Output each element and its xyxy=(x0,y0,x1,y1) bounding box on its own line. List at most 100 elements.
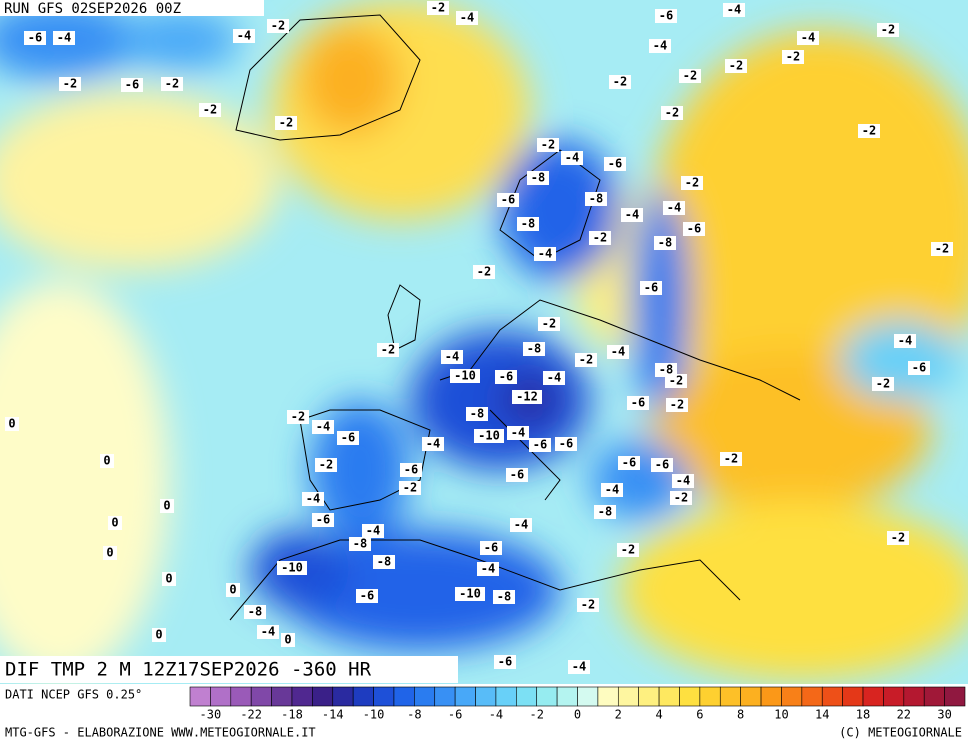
contour-label: -6 xyxy=(484,541,498,555)
scale-label: -8 xyxy=(407,708,421,722)
contour-label: -6 xyxy=(498,655,512,669)
contour-label: -2 xyxy=(165,77,179,91)
label-box xyxy=(534,247,556,261)
label-box xyxy=(568,660,590,674)
label-box xyxy=(422,437,444,451)
label-box xyxy=(121,78,143,92)
contour-label: -4 xyxy=(514,518,528,532)
contour-label: -4 xyxy=(727,3,741,17)
scale-swatch xyxy=(291,686,313,707)
label-box xyxy=(887,531,909,545)
scale-swatch xyxy=(271,686,293,707)
contour-label: -8 xyxy=(497,590,511,604)
label-box xyxy=(312,513,334,527)
contour-label: -2 xyxy=(271,19,285,33)
scale-swatch xyxy=(862,686,884,707)
label-box xyxy=(441,350,463,364)
contour-label: -8 xyxy=(531,171,545,185)
scale-swatch xyxy=(821,686,843,707)
label-box xyxy=(400,463,422,477)
contour-label: -4 xyxy=(261,625,275,639)
contour-label: -8 xyxy=(248,605,262,619)
scale-swatch xyxy=(536,686,558,707)
contour-label: -2 xyxy=(729,59,743,73)
label-box xyxy=(226,583,240,597)
contour-label: -4 xyxy=(625,208,639,222)
label-box xyxy=(480,541,502,555)
contour-label: 0 xyxy=(106,546,113,560)
contour-label: -8 xyxy=(521,217,535,231)
scale-swatch xyxy=(189,686,211,707)
label-box xyxy=(797,31,819,45)
scale-swatch xyxy=(414,686,436,707)
label-box xyxy=(877,23,899,37)
label-box xyxy=(103,546,117,560)
label-box xyxy=(604,157,626,171)
label-box xyxy=(377,343,399,357)
contour-label: -2 xyxy=(665,106,679,120)
contour-label: -2 xyxy=(669,374,683,388)
contour-label: -6 xyxy=(687,222,701,236)
scale-swatch xyxy=(617,686,639,707)
scale-label: 2 xyxy=(615,708,622,722)
contour-label: -8 xyxy=(377,555,391,569)
footer-right: (C) METEOGIORNALE xyxy=(839,726,962,740)
label-box xyxy=(601,483,623,497)
label-box xyxy=(59,77,81,91)
contour-label: -8 xyxy=(470,407,484,421)
contour-label: -2 xyxy=(935,242,949,256)
scale-label: 22 xyxy=(897,708,911,722)
map-field xyxy=(0,0,968,684)
label-box xyxy=(555,437,577,451)
contour-label: -8 xyxy=(353,537,367,551)
contour-label: -2 xyxy=(542,317,556,331)
label-box xyxy=(495,370,517,384)
contour-label: -4 xyxy=(511,426,525,440)
contour-label: -2 xyxy=(541,138,555,152)
color-scale: -30 -22 -18 -14 -10 -8 -6 -4 -2 0 2 4 6 8 10 14 18 22 30 xyxy=(189,686,966,722)
label-box xyxy=(651,458,673,472)
contour-label: 0 xyxy=(111,516,118,530)
label-box xyxy=(244,605,266,619)
scale-swatch xyxy=(577,686,599,707)
scale-label: 10 xyxy=(774,708,788,722)
label-box xyxy=(661,106,683,120)
label-box xyxy=(529,438,551,452)
scale-swatch xyxy=(393,686,415,707)
label-box xyxy=(349,537,371,551)
contour-label: -2 xyxy=(63,77,77,91)
label-box xyxy=(455,587,485,601)
label-box xyxy=(474,429,504,443)
run-box xyxy=(0,0,264,16)
contour-label: -2 xyxy=(291,410,305,424)
contour-label: -2 xyxy=(876,377,890,391)
label-box xyxy=(450,369,480,383)
label-box xyxy=(577,598,599,612)
contour-label: -2 xyxy=(670,398,684,412)
contour-label: -2 xyxy=(683,69,697,83)
contour-label: -6 xyxy=(360,589,374,603)
scale-swatch xyxy=(801,686,823,707)
label-box xyxy=(679,69,701,83)
contour-label: -4 xyxy=(653,39,667,53)
scale-label: 4 xyxy=(655,708,662,722)
label-box xyxy=(589,231,611,245)
label-box xyxy=(672,474,694,488)
contour-label: -4 xyxy=(547,371,561,385)
contour-label: -2 xyxy=(279,116,293,130)
scale-label: 0 xyxy=(574,708,581,722)
label-box xyxy=(723,3,745,17)
contour-label: -4 xyxy=(237,29,251,43)
contour-label: -2 xyxy=(674,491,688,505)
label-box xyxy=(663,201,685,215)
contour-label: -8 xyxy=(589,192,603,206)
label-box xyxy=(257,625,279,639)
contour-label: -2 xyxy=(724,452,738,466)
label-box xyxy=(233,29,255,43)
scale-swatch xyxy=(883,686,905,707)
contour-label: -2 xyxy=(579,353,593,367)
label-box xyxy=(681,176,703,190)
scale-swatch xyxy=(516,686,538,707)
label-box xyxy=(356,589,378,603)
